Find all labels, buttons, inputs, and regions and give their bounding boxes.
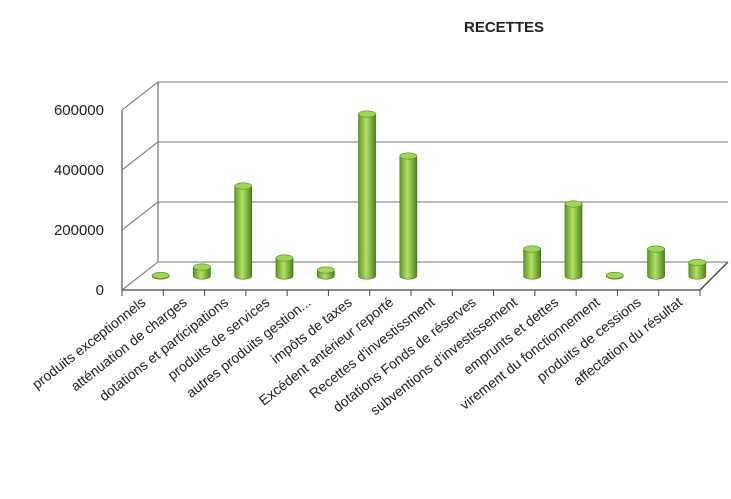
y-tick-label: 400000 <box>54 162 104 179</box>
bar <box>605 271 624 280</box>
bar <box>316 266 335 280</box>
bar <box>193 263 211 280</box>
bar <box>523 245 542 280</box>
y-tick-label: 0 <box>96 282 104 299</box>
bar <box>564 200 583 280</box>
bar <box>688 258 707 280</box>
gridline-side <box>121 141 159 171</box>
plot-frame <box>121 81 729 296</box>
y-tick-label: 600000 <box>54 102 104 119</box>
y-axis-ticks: 0 200000 400000 600000 <box>54 102 104 299</box>
bar <box>647 245 665 280</box>
bar <box>234 182 253 280</box>
chart-title: RECETTES <box>464 19 544 36</box>
gridline-side <box>121 201 159 231</box>
bar <box>275 254 294 280</box>
gridline-side <box>121 81 159 111</box>
gridline-side <box>121 261 159 291</box>
bar <box>399 152 418 280</box>
bar <box>151 271 170 280</box>
bars <box>151 110 707 280</box>
y-tick-label: 200000 <box>54 222 104 239</box>
floor-right-edge <box>699 261 729 291</box>
bar <box>358 110 376 280</box>
